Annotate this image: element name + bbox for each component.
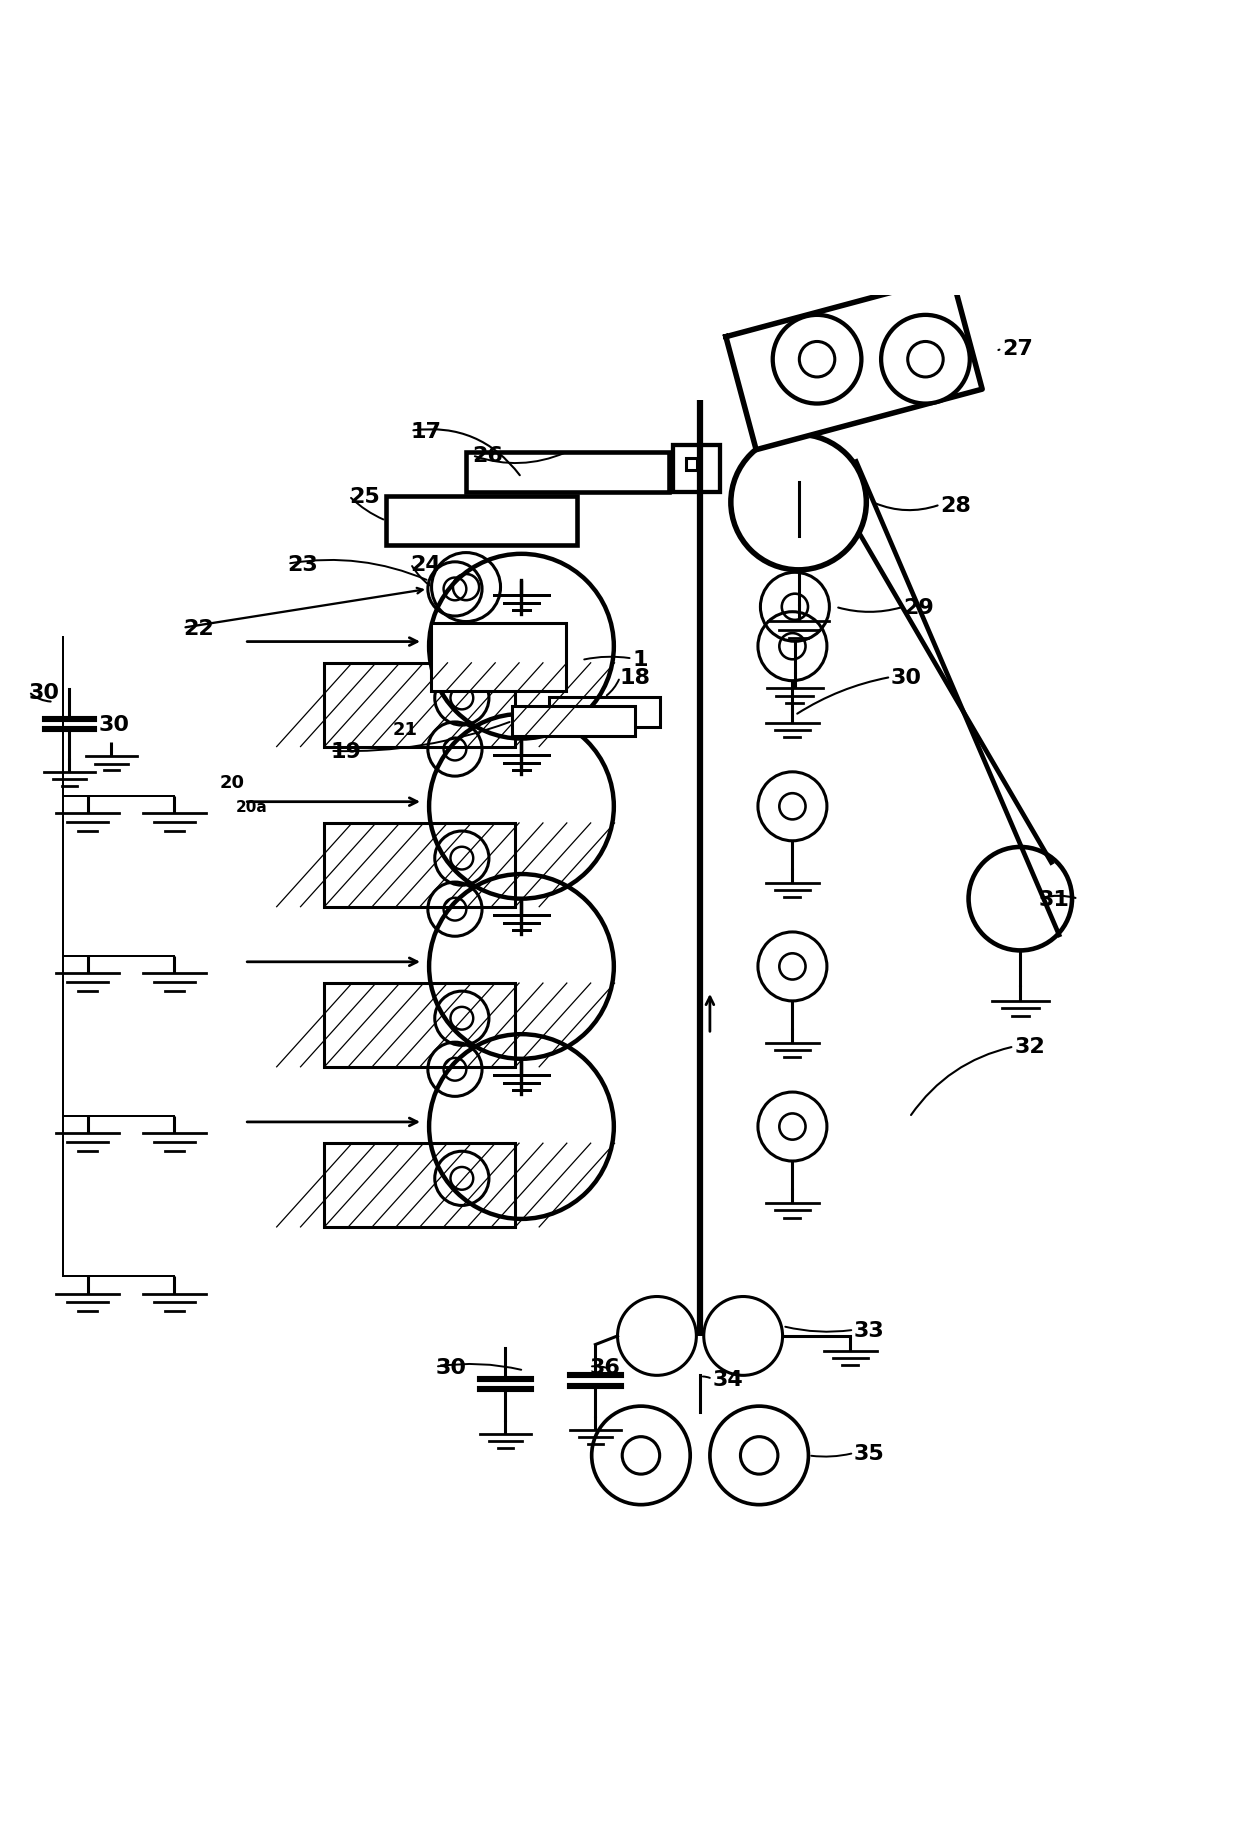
- Text: 1: 1: [632, 649, 647, 669]
- Text: 35: 35: [854, 1444, 885, 1464]
- Bar: [549, 698, 660, 727]
- Bar: [673, 447, 719, 492]
- Text: 24: 24: [410, 554, 441, 574]
- Bar: [325, 1143, 516, 1227]
- Bar: [325, 984, 516, 1066]
- Text: 22: 22: [182, 618, 213, 638]
- Text: 20: 20: [219, 773, 244, 791]
- Text: 21: 21: [392, 720, 417, 738]
- Circle shape: [730, 436, 867, 571]
- Bar: [325, 824, 516, 908]
- Text: 20a: 20a: [236, 798, 268, 815]
- Text: 31: 31: [1039, 890, 1070, 910]
- Text: 28: 28: [940, 496, 971, 516]
- Circle shape: [773, 315, 862, 405]
- Text: 27: 27: [1002, 339, 1033, 359]
- Text: 30: 30: [99, 715, 130, 735]
- Text: 30: 30: [892, 667, 923, 687]
- Text: 19: 19: [331, 742, 361, 762]
- Text: 36: 36: [589, 1356, 620, 1376]
- Text: 34: 34: [712, 1369, 743, 1389]
- Bar: [432, 623, 567, 691]
- Bar: [466, 452, 670, 492]
- Text: 25: 25: [348, 487, 379, 507]
- Text: 26: 26: [472, 447, 503, 467]
- Circle shape: [882, 315, 970, 405]
- Bar: [386, 496, 577, 545]
- Text: 32: 32: [1014, 1037, 1045, 1057]
- Text: 23: 23: [288, 554, 319, 574]
- Text: 29: 29: [903, 598, 934, 618]
- Bar: [512, 707, 635, 736]
- Text: 30: 30: [435, 1356, 466, 1376]
- Text: 17: 17: [410, 421, 441, 441]
- Bar: [325, 664, 516, 747]
- Text: 33: 33: [854, 1320, 885, 1340]
- Bar: [686, 459, 697, 470]
- Text: 18: 18: [620, 667, 651, 687]
- Polygon shape: [725, 277, 982, 450]
- Text: 30: 30: [29, 682, 60, 702]
